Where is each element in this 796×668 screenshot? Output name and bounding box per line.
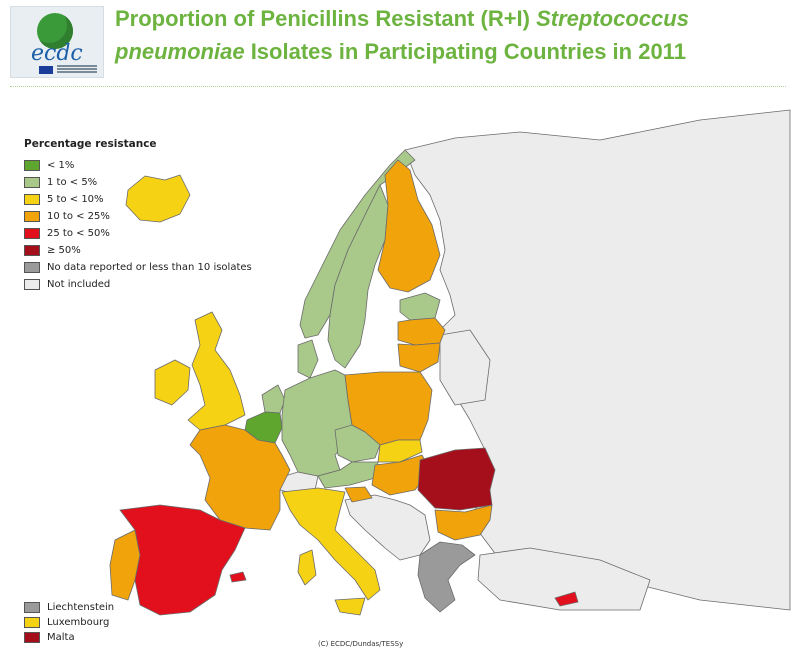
legend-item: < 1% <box>24 157 252 174</box>
country-spain <box>119 504 246 616</box>
country-france <box>189 424 291 531</box>
legend-swatch <box>24 194 40 205</box>
small-country-label: Malta <box>47 632 75 643</box>
legend-swatch <box>24 262 40 273</box>
legend-swatch <box>24 211 40 222</box>
country-iceland <box>125 174 191 223</box>
map-credit: (C) ECDC/Dundas/TESSy <box>318 640 404 648</box>
legend-swatch <box>24 177 40 188</box>
small-country-swatch <box>24 602 40 613</box>
legend-item: ≥ 50% <box>24 242 252 259</box>
legend-items: < 1% 1 to < 5% 5 to < 10% 10 to < 25% 25 to … <box>24 157 252 293</box>
country-greece <box>417 541 476 613</box>
legend-item: 10 to < 25% <box>24 208 252 225</box>
small-country-swatch <box>24 617 40 628</box>
legend-swatch <box>24 228 40 239</box>
legend-label: 5 to < 10% <box>47 194 104 205</box>
legend-label: ≥ 50% <box>47 245 81 256</box>
country-slovenia <box>344 486 373 503</box>
legend-label: 25 to < 50% <box>47 228 110 239</box>
legend-swatch <box>24 279 40 290</box>
country-cyprus <box>554 591 579 607</box>
legend-item: No data reported or less than 10 isolate… <box>24 259 252 276</box>
country-sweden <box>327 184 389 369</box>
small-country-item: Luxembourg <box>24 615 114 630</box>
ecdc-logo: ecdc <box>10 6 104 78</box>
small-countries-legend: Liechtenstein Luxembourg Malta <box>24 600 114 645</box>
globe-icon <box>37 13 73 49</box>
small-countries-items: Liechtenstein Luxembourg Malta <box>24 600 114 645</box>
legend-heading: Percentage resistance <box>24 138 157 150</box>
small-country-swatch <box>24 632 40 643</box>
country-russia <box>404 109 791 611</box>
small-country-label: Luxembourg <box>47 617 110 628</box>
legend-label: No data reported or less than 10 isolate… <box>47 262 252 273</box>
country-romania <box>417 447 496 511</box>
eu-flag-icon <box>39 66 53 74</box>
legend-label: 1 to < 5% <box>47 177 98 188</box>
country-lithuania <box>397 342 441 373</box>
country-czech <box>334 424 381 463</box>
country-portugal <box>109 529 141 601</box>
country-bulgaria <box>434 504 493 541</box>
legend-label: < 1% <box>47 160 75 171</box>
legend: Percentage resistance < 1% 1 to < 5% 5 to … <box>24 138 252 293</box>
country-latvia <box>397 317 446 346</box>
title-divider <box>10 86 786 87</box>
country-sardinia <box>297 549 317 586</box>
country-finland <box>377 159 441 293</box>
legend-label: 10 to < 25% <box>47 211 110 222</box>
legend-swatch <box>24 245 40 256</box>
legend-item: 5 to < 10% <box>24 191 252 208</box>
country-turkey <box>477 547 651 611</box>
legend-item: 25 to < 50% <box>24 225 252 242</box>
country-italy <box>281 487 381 601</box>
logo-subtext-lines <box>57 65 97 67</box>
legend-item: Not included <box>24 276 252 293</box>
legend-label: Not included <box>47 279 111 290</box>
country-uk <box>187 311 246 431</box>
country-balearic <box>229 571 247 583</box>
small-country-label: Liechtenstein <box>47 602 115 613</box>
country-estonia <box>399 292 441 321</box>
country-germany <box>281 369 353 477</box>
small-country-item: Liechtenstein <box>24 600 114 615</box>
legend-swatch <box>24 160 40 171</box>
legend-item: 1 to < 5% <box>24 174 252 191</box>
country-netherlands <box>261 384 286 414</box>
country-denmark <box>297 339 319 379</box>
country-belarus <box>439 329 491 406</box>
country-ireland <box>154 359 191 406</box>
small-country-item: Malta <box>24 630 114 645</box>
country-sicily <box>334 597 366 616</box>
country-balkans <box>344 494 431 561</box>
map-title: Proportion of Penicillins Resistant (R+I… <box>115 6 689 64</box>
logo-wordmark: ecdc <box>31 41 83 66</box>
